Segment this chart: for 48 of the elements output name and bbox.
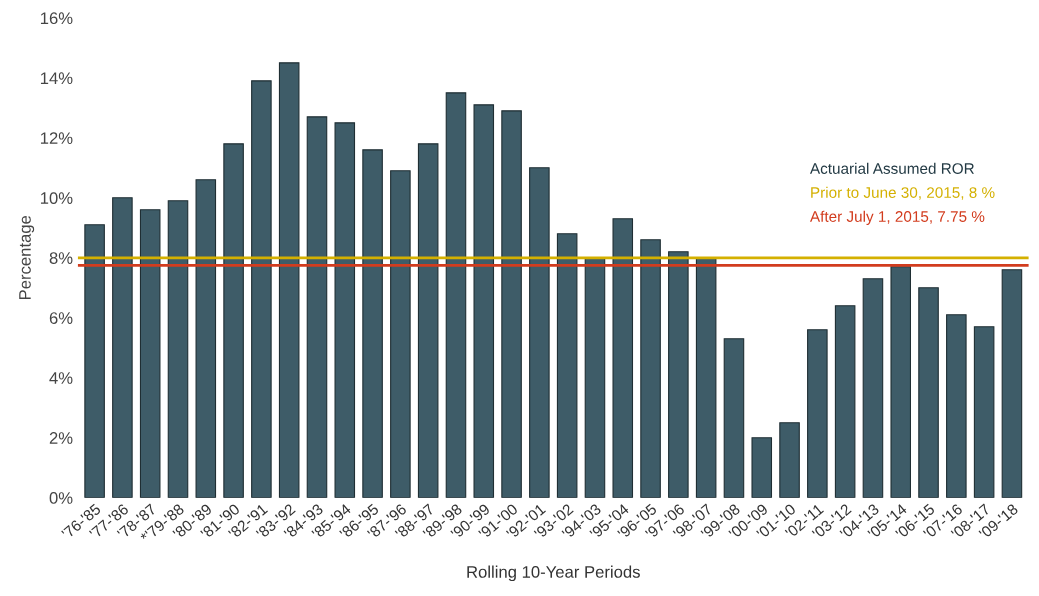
bar xyxy=(807,329,828,498)
annotation: Actuarial Assumed ROR xyxy=(809,162,974,174)
bar xyxy=(556,233,578,498)
y-tick-label: 8% xyxy=(49,252,73,264)
bar xyxy=(390,170,411,498)
bar xyxy=(417,143,439,498)
bar xyxy=(834,305,856,498)
x-axis-title: Rolling 10-Year Periods xyxy=(467,565,640,582)
bar xyxy=(640,239,661,498)
bar xyxy=(723,338,745,498)
bar xyxy=(334,122,356,498)
bar xyxy=(362,149,383,498)
bar xyxy=(223,143,244,498)
y-tick-label: 2% xyxy=(49,432,73,444)
bar xyxy=(779,422,800,498)
bar xyxy=(445,92,467,498)
bar xyxy=(278,62,300,498)
y-tick-label: 16% xyxy=(40,12,73,25)
y-axis-title: Percentage xyxy=(19,215,35,300)
bar xyxy=(1001,269,1023,498)
y-tick-label: 4% xyxy=(49,372,73,384)
bar xyxy=(918,287,939,498)
bar xyxy=(668,251,689,498)
y-tick-label: 14% xyxy=(40,72,73,84)
bar xyxy=(195,179,217,498)
bar xyxy=(84,224,105,498)
bar xyxy=(473,104,495,498)
bar xyxy=(890,266,912,498)
ref-line-label: Prior to June 30, 2015, 8 % xyxy=(811,186,995,200)
y-tick-label: 12% xyxy=(40,132,73,144)
bar xyxy=(584,257,606,498)
bar xyxy=(695,257,717,498)
bar xyxy=(139,209,161,498)
bar xyxy=(862,278,884,498)
y-tick-label: 6% xyxy=(49,312,73,324)
bar xyxy=(501,110,522,498)
bar xyxy=(973,326,995,498)
y-tick-label: 0% xyxy=(49,492,73,504)
bar xyxy=(306,116,328,498)
bar xyxy=(612,218,634,498)
y-tick-label: 10% xyxy=(40,192,73,204)
bar xyxy=(167,200,189,498)
bar xyxy=(946,314,967,498)
bar xyxy=(251,80,272,498)
ref-line-label: After July 1, 2015, 7.75 % xyxy=(809,210,985,225)
bar xyxy=(529,167,550,498)
bar xyxy=(751,437,773,498)
bar xyxy=(112,197,133,498)
